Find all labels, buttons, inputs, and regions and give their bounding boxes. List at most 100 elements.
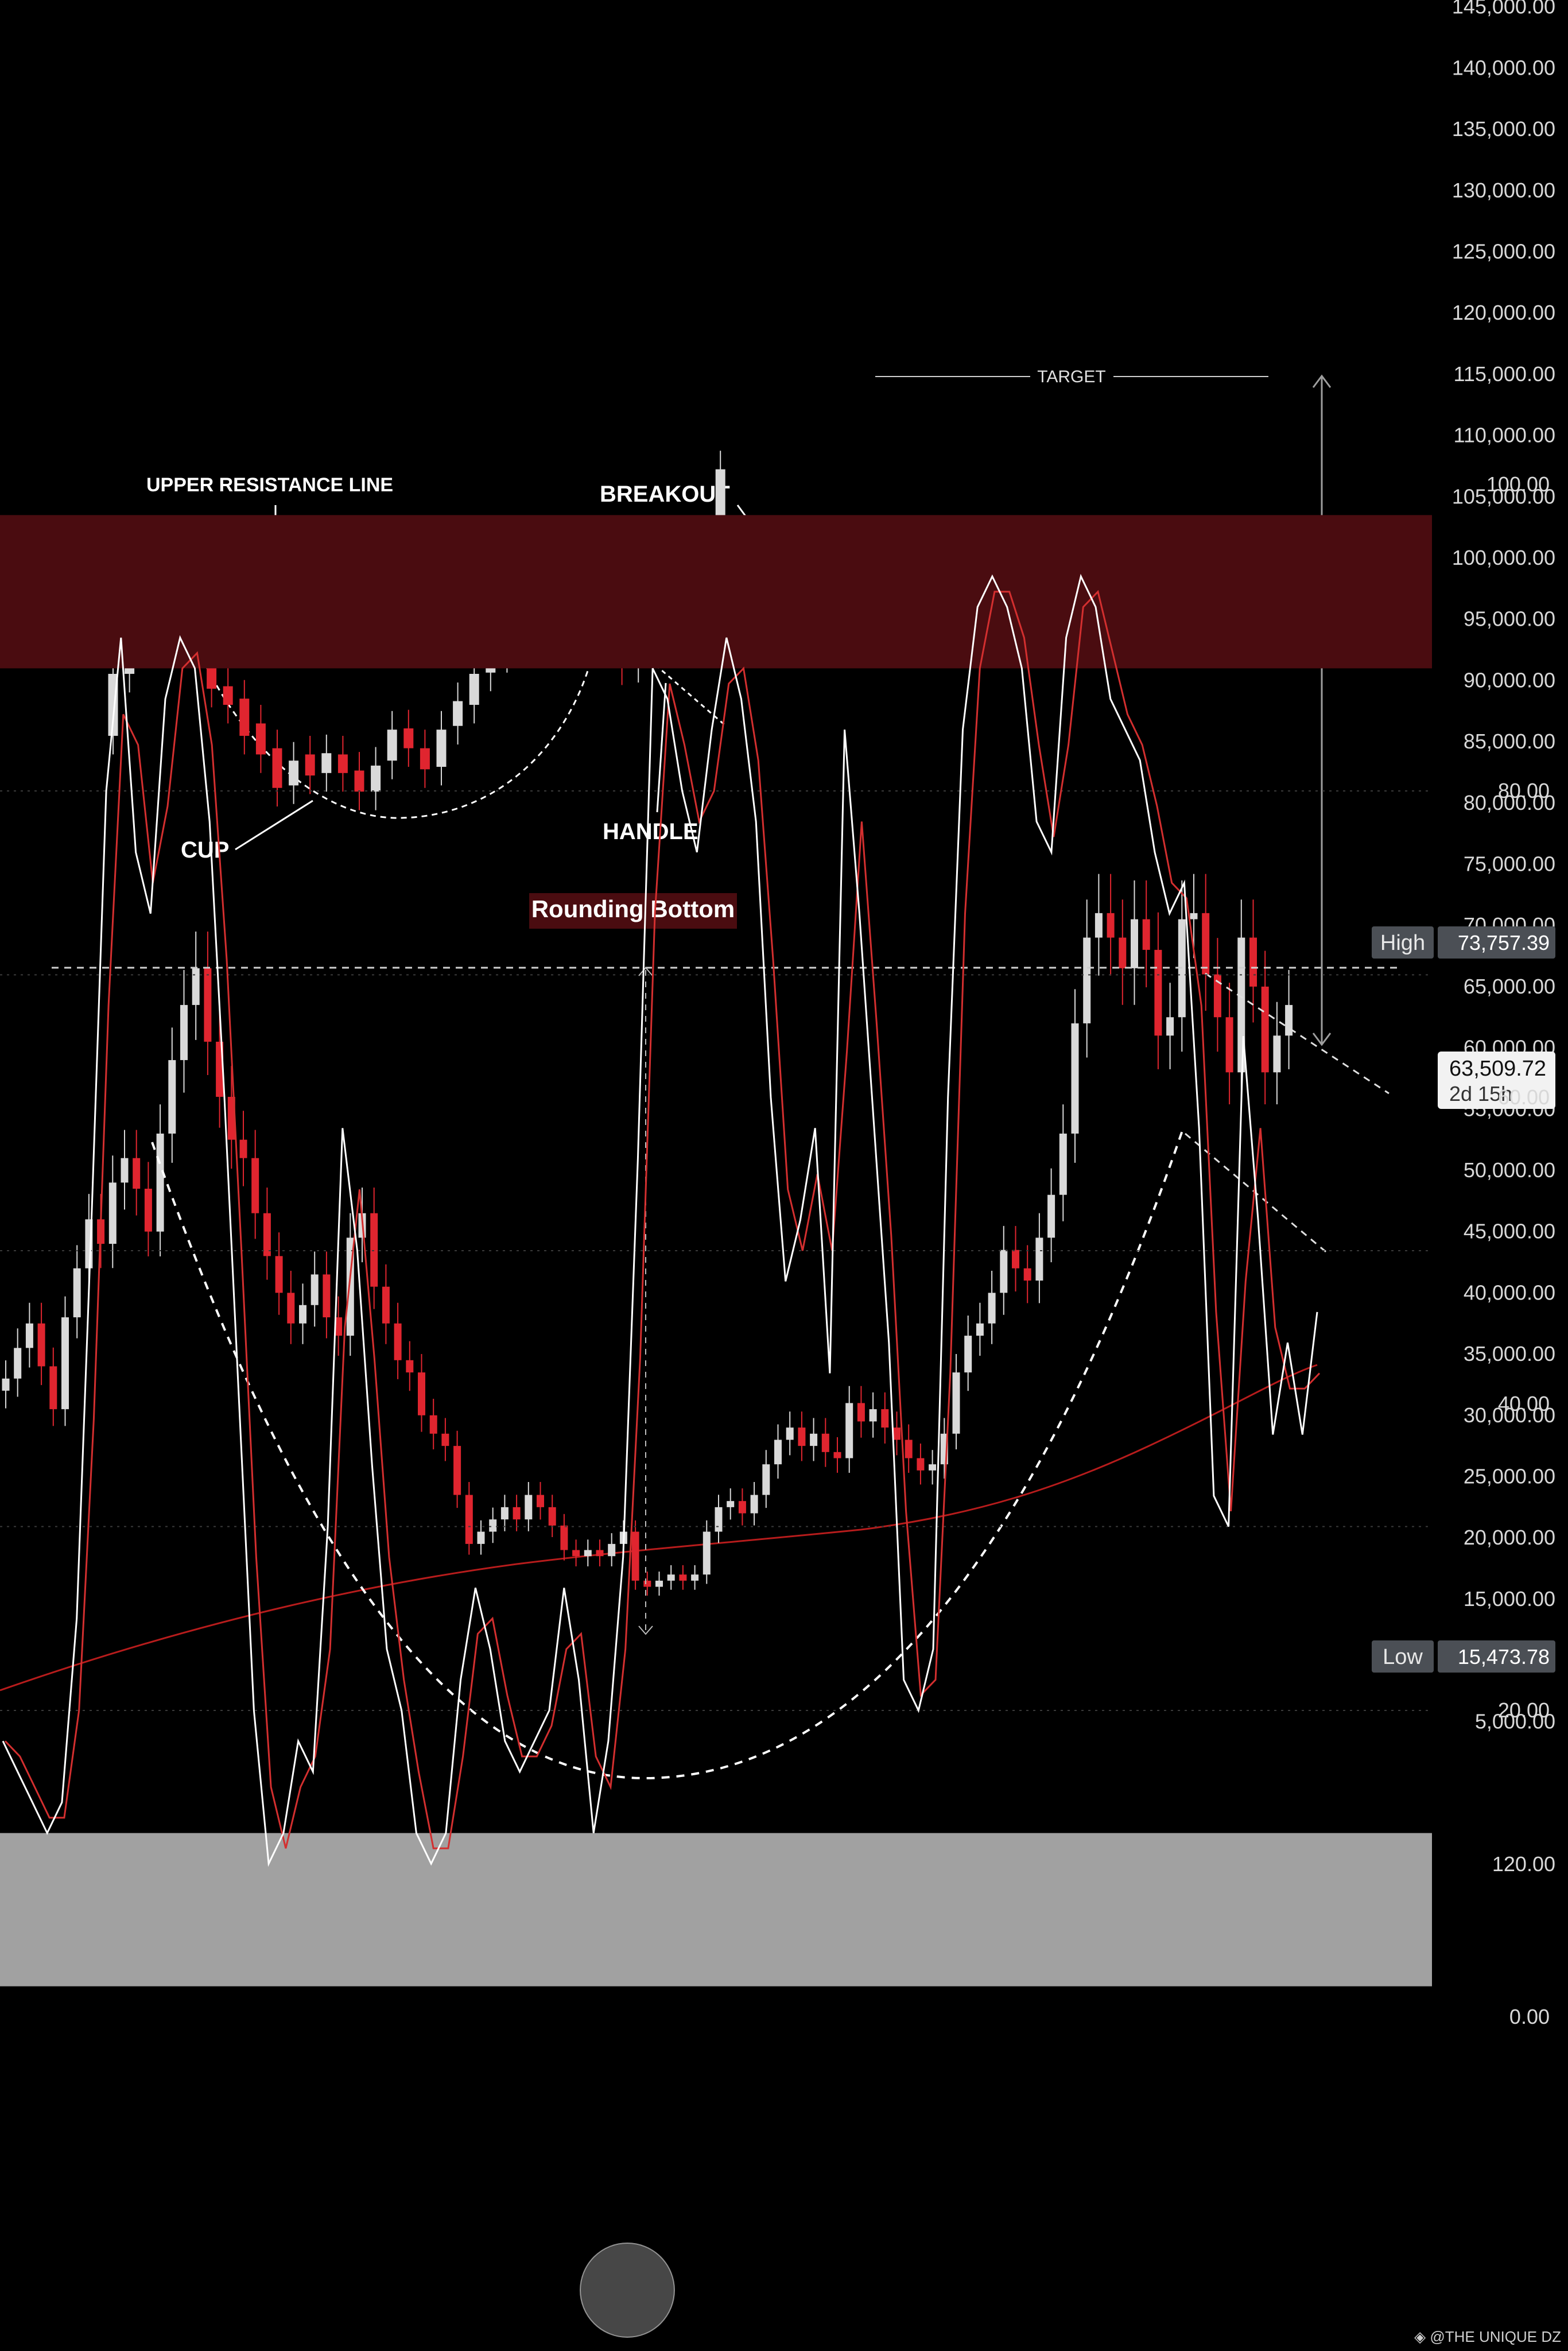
candle-up [869,1409,877,1422]
candle-up [786,1427,794,1440]
handle-lower-line [1185,1132,1329,1255]
price-tick-label: 35,000.00 [1464,1342,1555,1365]
candle-down [263,1213,271,1256]
candle-up [489,1519,497,1532]
candle-down [572,1550,580,1557]
candle-up [1273,1035,1281,1073]
inset-candle-up [469,674,479,705]
inset-candle-down [337,754,348,773]
breakout-label: BREAKOUT [600,482,730,507]
overbought-band [0,515,1432,669]
inset-candle-down [354,770,364,792]
candle-down [893,1427,901,1440]
inset-candle-down [239,699,250,736]
candle-down [548,1507,556,1526]
candle-down [204,968,212,1042]
last-price-box [1438,1052,1555,1109]
inset-candle-down [420,748,430,770]
inset-candle-up [436,730,447,767]
pattern-name-label: Rounding Bottom [531,895,735,922]
watermark: ◈ @THE UNIQUE DZ [1414,2328,1561,2345]
moving-average-line [0,1364,1318,1692]
candle-up [2,1378,10,1391]
stoch-tick-label: 100.00 [1487,472,1550,496]
candle-up [1059,1133,1067,1195]
candle-up [762,1464,770,1495]
candle-up [750,1495,758,1514]
candle-down [596,1550,604,1557]
handle-pointer [656,682,667,813]
watermark-text: ◈ @THE UNIQUE DZ [1414,2328,1561,2345]
price-tick-label: 40,000.00 [1464,1281,1555,1304]
candle-down [679,1574,687,1581]
target-arrow-tail-icon [1312,1033,1332,1046]
candle-down [227,1096,235,1140]
stoch-tick-label: 20.00 [1498,1698,1550,1722]
candle-up [703,1531,711,1575]
candle-up [774,1440,782,1465]
candle-down [537,1495,544,1507]
arrow-up-icon [638,967,653,976]
price-tick-label: 20,000.00 [1464,1526,1555,1549]
price-tick-label: 120.00 [1492,1852,1555,1876]
stoch-tick-label: 60.00 [1498,1085,1550,1109]
inset-candle-down [272,748,282,788]
stoch-tick-label: 80.00 [1498,779,1550,802]
candle-up [1035,1237,1043,1281]
main-candles-layer [2,874,1293,1596]
candle-up [608,1543,616,1557]
target-arrow-head-icon [1312,374,1332,388]
candle-down [1154,949,1162,1036]
candle-up [976,1323,984,1336]
oversold-band [0,1833,1432,1987]
inset-candle-down [223,686,233,705]
last-price-countdown: 2d 15h [1449,1082,1512,1105]
candle-down [418,1372,425,1415]
candle-up [61,1317,69,1410]
candle-up [299,1305,306,1324]
candle-down [335,1317,343,1336]
candle-down [465,1495,473,1544]
candle-down [429,1415,437,1434]
inset-candle-up [321,753,332,773]
candle-up [691,1574,699,1581]
candle-down [631,1531,639,1581]
candle-up [1166,1017,1174,1036]
candle-down [738,1501,746,1514]
candle-down [323,1274,331,1318]
candle-down [239,1139,247,1158]
high-badge-label-box [1372,926,1434,959]
stochastic-panel[interactable]: 100.00 80.00 60.00 40.00 20.00 0.00 [0,472,1550,2338]
cup-label: CUP [181,837,229,863]
candle-up [1000,1250,1008,1293]
candle-up [168,1060,176,1134]
candle-down [382,1286,390,1324]
candle-up [810,1433,818,1446]
candle-down [394,1323,402,1360]
candle-up [988,1293,996,1324]
price-tick-label: 100,000.00 [1452,546,1555,569]
low-badge-label: Low [1383,1645,1423,1669]
price-tick-label: 95,000.00 [1464,607,1555,631]
candle-up [311,1274,319,1305]
candle-up [1071,1023,1079,1134]
resistance-label: UPPER RESISTANCE LINE [146,474,393,496]
candle-down [133,1158,141,1189]
price-tick-label: 15,000.00 [1464,1587,1555,1611]
candle-up [655,1580,663,1587]
price-tick-label: 65,000.00 [1464,975,1555,998]
low-badge-value-box [1438,1640,1555,1673]
candle-up [667,1574,675,1581]
price-tick-label: 85,000.00 [1464,730,1555,753]
candle-up [1047,1194,1055,1238]
candle-down [370,1213,378,1287]
price-tick-label: 30,000.00 [1464,1403,1555,1427]
handle-label: HANDLE [603,819,698,844]
highlight-circle [580,2243,675,2338]
candle-up [1131,919,1138,968]
candle-up [952,1372,960,1434]
candle-up [192,968,200,1005]
price-tick-label: 130,000.00 [1452,179,1555,202]
high-badge-value: 73,757.39 [1458,931,1550,955]
